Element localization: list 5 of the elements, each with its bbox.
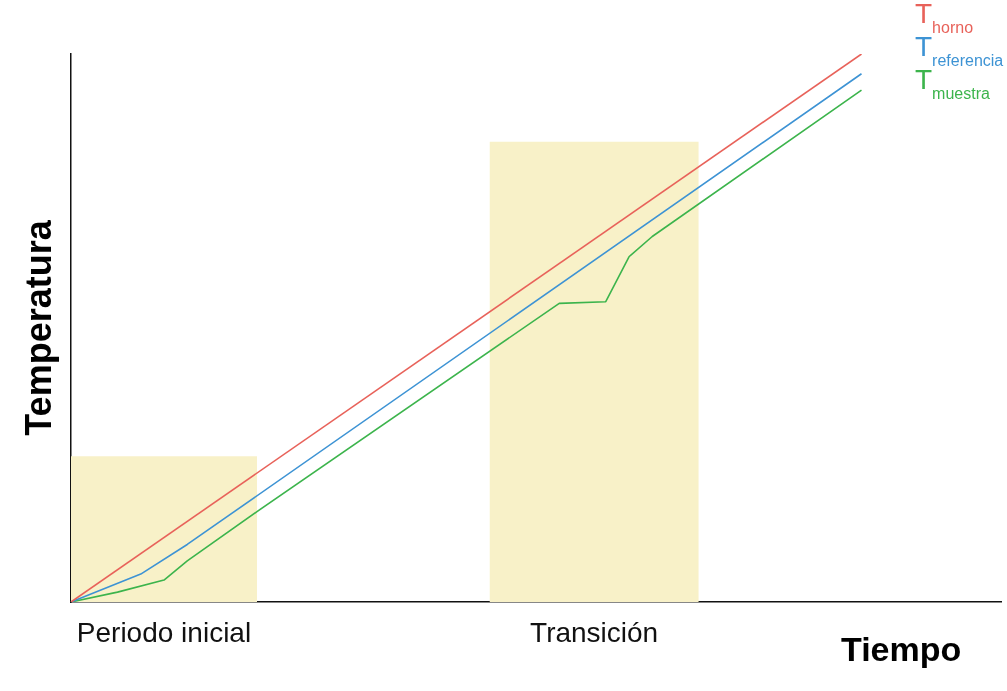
y-axis-title: Temperatura: [17, 220, 60, 436]
text: Transición: [529, 616, 660, 650]
text: Periodo inicial: [75, 616, 253, 650]
x-axis-title: Tiempo: [841, 630, 962, 669]
text: T$_{horno}$: [915, 0, 974, 36]
